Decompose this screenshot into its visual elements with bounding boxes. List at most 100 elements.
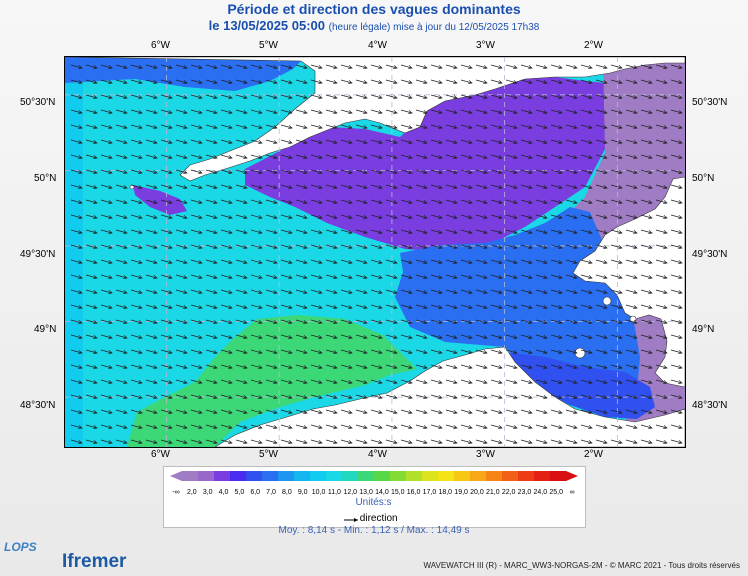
legend-swatch [182,471,199,481]
wave-arrow [580,214,593,220]
wave-arrow [550,289,563,295]
wave-arrow [85,439,98,445]
wave-arrow [595,364,608,370]
wave-arrow [370,394,383,400]
wave-arrow [130,439,143,445]
wave-arrow [280,334,293,340]
wave-arrow [190,379,203,385]
wave-arrow [100,244,113,250]
wave-direction-arrows [70,64,683,445]
wave-arrow [640,274,653,280]
wave-arrow [355,154,368,160]
wave-arrow [670,289,683,295]
wave-arrow [580,439,593,445]
wave-arrow [580,64,593,70]
wave-period-map[interactable] [64,56,686,448]
wave-arrow [310,304,323,310]
wave-arrow [190,259,203,265]
wave-arrow [310,364,323,370]
legend-unit: Unités:s [355,497,392,508]
wave-arrow [655,124,668,130]
credits-line: WAVEWATCH III (R) - MARC_WW3-NORGAS-2M -… [423,561,740,570]
legend-tick-label: 10,0 [312,489,326,496]
wave-arrow [460,229,473,235]
legend-swatch [246,471,263,481]
wave-arrow [160,319,173,325]
wave-arrow [520,319,533,325]
wave-arrow [340,124,353,130]
wave-arrow [445,169,458,175]
wave-arrow [205,64,218,70]
wave-arrow [310,79,323,85]
wave-arrow [175,439,188,445]
wave-arrow [175,229,188,235]
wave-arrow [205,184,218,190]
wave-arrow [415,214,428,220]
wave-arrow [205,259,218,265]
wave-arrow [475,94,488,100]
wave-arrow [580,304,593,310]
wave-arrow [235,109,248,115]
wave-arrow [595,214,608,220]
wave-arrow [595,64,608,70]
wave-arrow [100,379,113,385]
west-edge-region [65,57,83,447]
wave-arrow [610,424,623,430]
wave-arrow [445,139,458,145]
wave-arrow [205,334,218,340]
wave-arrow [670,154,683,160]
wave-arrow [505,229,518,235]
wave-arrow [175,79,188,85]
wave-arrow [130,214,143,220]
wave-arrow [640,109,653,115]
wave-arrow [70,274,83,280]
wave-arrow [625,394,638,400]
wave-arrow [535,169,548,175]
wave-arrow [190,364,203,370]
direction-arrow-sample [344,518,358,522]
wave-arrow [475,379,488,385]
wave-arrow [235,364,248,370]
wave-arrow [295,139,308,145]
lat-label-left-49-30: 49°30'N [20,249,56,260]
wave-arrow [490,394,503,400]
wave-arrow [250,424,263,430]
wave-arrow [610,109,623,115]
wave-arrow [85,289,98,295]
wave-arrow [145,259,158,265]
wave-arrow [205,439,218,445]
wave-arrow [175,154,188,160]
wave-arrow [535,109,548,115]
legend-tick-label: 24,0 [534,489,548,496]
wave-arrow [595,379,608,385]
wave-arrow [490,304,503,310]
wave-arrow [475,319,488,325]
wave-arrow [130,334,143,340]
wave-arrow [280,94,293,100]
wave-arrow [640,289,653,295]
wave-arrow [550,259,563,265]
wave-arrow [190,304,203,310]
wave-arrow [580,319,593,325]
wave-arrow [235,319,248,325]
legend-swatch [358,471,375,481]
wave-arrow [625,199,638,205]
wave-arrow [610,214,623,220]
wave-arrow [325,439,338,445]
wave-arrow [190,319,203,325]
wave-arrow [235,199,248,205]
wave-arrow [70,214,83,220]
lat-label-right-50: 50°N [692,173,715,184]
wave-arrow [340,334,353,340]
wave-arrow [280,379,293,385]
wave-arrow [100,199,113,205]
wave-arrow [625,139,638,145]
wave-arrow [70,229,83,235]
wave-arrow [580,154,593,160]
wave-arrow [460,379,473,385]
wave-arrow [625,64,638,70]
wave-arrow [115,289,128,295]
wave-arrow [445,259,458,265]
wave-arrow [295,184,308,190]
wave-arrow [370,124,383,130]
